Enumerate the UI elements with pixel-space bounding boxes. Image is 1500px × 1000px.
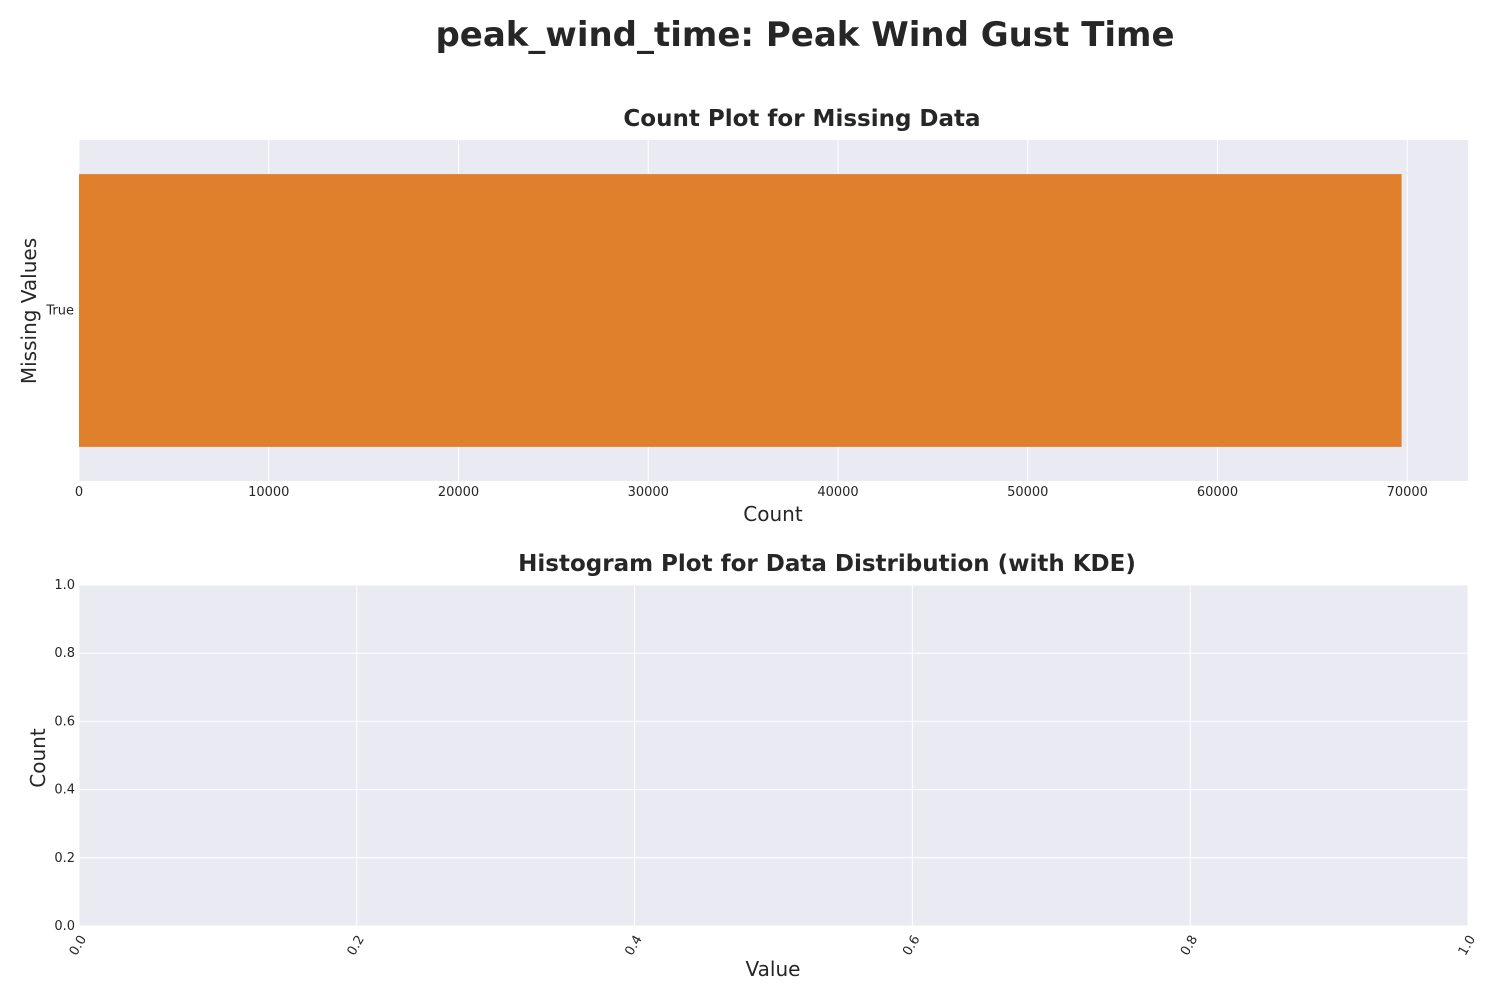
histogram-y-tick-label: 1.0 — [54, 578, 75, 593]
histogram-y-ticks: 0.0 0.2 0.4 0.6 0.8 1.0 — [54, 578, 75, 934]
histogram-x-tick-label: 0.4 — [622, 933, 645, 958]
histogram-plot-area — [79, 585, 1468, 926]
histogram-x-tick-label: 0.0 — [67, 933, 90, 958]
count-plot-x-ticks: 0 10000 20000 30000 40000 50000 60000 70000 — [75, 485, 1428, 500]
histogram-y-tick-label: 0.0 — [54, 919, 75, 934]
count-plot-y-tick-label: True — [45, 304, 74, 319]
count-plot-x-tick-label: 30000 — [628, 485, 669, 500]
count-plot-x-tick-label: 10000 — [248, 485, 289, 500]
histogram-x-tick-label: 0.8 — [1178, 933, 1201, 958]
histogram-y-tick-label: 0.2 — [54, 851, 75, 866]
count-plot-y-ticks: True — [45, 304, 74, 319]
histogram-y-tick-label: 0.4 — [54, 783, 75, 798]
histogram-x-tick-label: 0.6 — [900, 933, 923, 958]
histogram-title: Histogram Plot for Data Distribution (wi… — [518, 551, 1136, 577]
histogram-grid — [78, 584, 1469, 927]
histogram-x-tick-label: 0.2 — [345, 933, 368, 958]
count-plot-panel: Count Plot for Missing Data 0 10000 20000 3… — [17, 106, 1468, 526]
count-plot-x-tick-label: 20000 — [438, 485, 479, 500]
count-plot-title: Count Plot for Missing Data — [623, 106, 980, 132]
count-plot-x-tick-label: 50000 — [1007, 485, 1048, 500]
histogram-x-label: Value — [746, 957, 801, 981]
histogram-panel: Histogram Plot for Data Distribution (wi… — [26, 551, 1479, 981]
count-plot-x-tick-label: 70000 — [1387, 485, 1428, 500]
histogram-x-tick-label: 1.0 — [1456, 933, 1479, 958]
figure-title: peak_wind_time: Peak Wind Gust Time — [435, 15, 1174, 55]
histogram-x-ticks: 0.0 0.2 0.4 0.6 0.8 1.0 — [67, 933, 1479, 958]
count-plot-x-tick-label: 40000 — [817, 485, 858, 500]
count-plot-y-label: Missing Values — [17, 238, 41, 384]
histogram-y-label: Count — [26, 728, 50, 788]
histogram-y-tick-label: 0.6 — [54, 714, 75, 729]
count-plot-x-tick-label: 0 — [75, 485, 83, 500]
count-plot-x-label: Count — [743, 502, 803, 526]
count-plot-x-tick-label: 60000 — [1197, 485, 1238, 500]
histogram-y-tick-label: 0.8 — [54, 646, 75, 661]
count-plot-bars — [79, 174, 1402, 447]
count-plot-bar — [79, 174, 1402, 447]
